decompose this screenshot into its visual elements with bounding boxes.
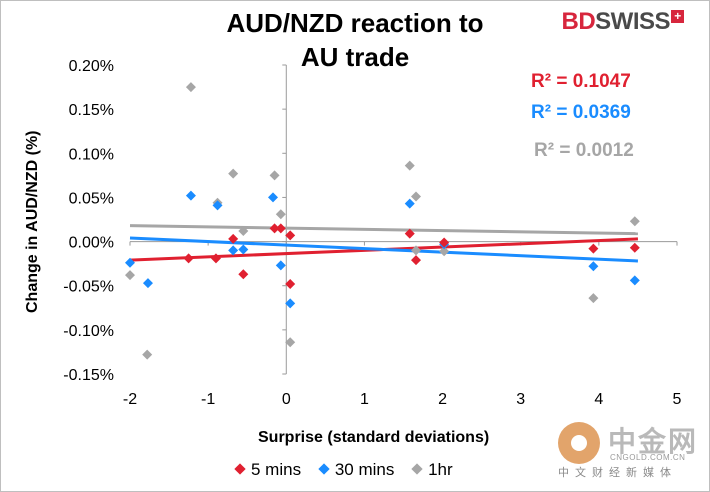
point-30-mins	[629, 275, 640, 286]
legend-marker-1hr-icon	[411, 462, 423, 475]
legend-label-30-mins: 30 mins	[334, 460, 395, 479]
x-tick-label: 0	[282, 391, 291, 408]
point-5-mins	[588, 243, 599, 254]
watermark-subtitle: 中文财经新媒体	[558, 467, 677, 479]
legend-entry-5-mins: 5 mins	[234, 460, 302, 480]
point-1hr	[629, 216, 640, 227]
legend-entry-30-mins: 30 mins	[318, 460, 395, 480]
point-5-mins	[285, 230, 296, 241]
legend-marker-30-mins-icon	[318, 462, 330, 475]
trendline-30-mins	[129, 236, 638, 263]
point-5-mins	[238, 269, 249, 280]
point-30-mins	[142, 278, 153, 289]
point-5-mins	[411, 255, 422, 266]
y-tick-label: -0.15%	[63, 367, 114, 384]
point-5-mins	[275, 223, 286, 234]
x-tick-label: -1	[201, 391, 215, 408]
y-tick-label: 0.20%	[69, 58, 114, 75]
point-5-mins	[439, 237, 450, 248]
point-5-mins	[228, 233, 239, 244]
point-1hr	[269, 170, 280, 181]
point-1hr	[285, 337, 296, 348]
point-30-mins	[285, 298, 296, 309]
r2-label-1hr: R² = 0.0012	[534, 140, 634, 161]
point-30-mins	[268, 192, 279, 203]
legend-marker-5-mins-icon	[234, 462, 246, 475]
point-30-mins	[404, 198, 415, 209]
point-1hr	[228, 168, 239, 179]
point-1hr	[275, 209, 286, 220]
point-5-mins	[269, 223, 280, 234]
point-30-mins	[588, 261, 599, 272]
point-5-mins	[285, 278, 296, 289]
point-1hr	[439, 246, 450, 257]
point-1hr	[411, 191, 422, 202]
x-tick-label: -2	[123, 391, 137, 408]
point-5-mins	[210, 253, 221, 264]
point-1hr	[142, 349, 153, 360]
y-tick-label: 0.15%	[69, 102, 114, 119]
legend-label-1hr: 1hr	[428, 460, 453, 479]
chart-title-line-1: AUD/NZD reaction to	[226, 8, 484, 38]
watermark-text: 中金网	[608, 426, 699, 457]
logo-plus-icon: +	[671, 10, 684, 23]
point-5-mins	[183, 253, 194, 264]
point-30-mins	[228, 245, 239, 256]
logo-bd: BD	[561, 8, 596, 35]
legend-entry-1hr: 1hr	[411, 460, 453, 480]
cngold-logo-icon	[558, 422, 600, 464]
chart-title-line-2: AU trade	[300, 42, 410, 72]
y-axis-label: Change in AUD/NZD (%)	[24, 130, 41, 314]
chart-legend: 5 mins 30 mins 1hr	[234, 460, 467, 480]
point-5-mins	[404, 228, 415, 239]
cngold-watermark: 中金网 CNGOLD.COM.CN 中文财经新媒体	[552, 420, 702, 482]
trendline-1hr	[129, 224, 638, 236]
y-tick-label: 0.00%	[69, 235, 114, 252]
logo-swiss: SWISS	[595, 8, 670, 35]
point-30-mins	[125, 257, 135, 268]
point-1hr	[125, 270, 135, 281]
r2-label-30-mins: R² = 0.0369	[531, 102, 631, 123]
point-30-mins	[212, 200, 223, 211]
legend-label-5-mins: 5 mins	[251, 460, 302, 479]
y-tick-label: -0.10%	[63, 323, 114, 340]
watermark-domain: CNGOLD.COM.CN	[610, 453, 686, 462]
point-30-mins	[185, 190, 196, 201]
y-tick-label: 0.05%	[69, 190, 114, 207]
point-1hr	[588, 293, 599, 304]
point-1hr	[238, 225, 249, 236]
bdswiss-logo: BDSWISS +	[561, 8, 684, 36]
point-1hr	[185, 82, 196, 93]
point-30-mins	[238, 244, 249, 255]
x-tick-label: 5	[673, 391, 682, 408]
x-tick-label: 2	[438, 391, 447, 408]
x-tick-label: 1	[360, 391, 369, 408]
x-axis-label: Surprise (standard deviations)	[258, 429, 490, 446]
point-30-mins	[275, 260, 286, 271]
y-tick-label: -0.05%	[63, 279, 114, 296]
x-tick-label: 4	[594, 391, 603, 408]
x-tick-label: 3	[516, 391, 525, 408]
point-5-mins	[629, 242, 640, 253]
r2-label-5-mins: R² = 0.1047	[531, 71, 631, 92]
point-1hr	[404, 160, 415, 171]
y-tick-label: 0.10%	[69, 146, 114, 163]
point-1hr	[411, 245, 422, 256]
